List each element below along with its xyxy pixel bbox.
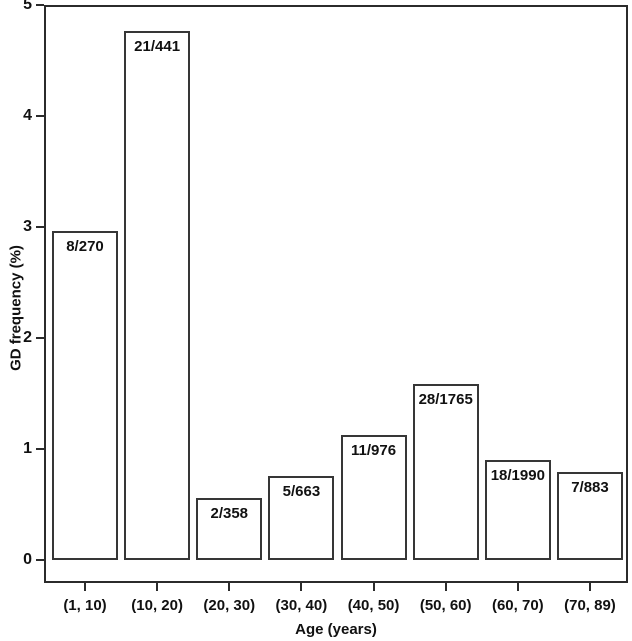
x-axis-tick-label: (40, 50)	[347, 597, 400, 614]
bar: 5/663	[268, 476, 335, 560]
x-axis-tick-label: (20, 30)	[203, 597, 256, 614]
x-axis-tick-label: (10, 20)	[131, 597, 183, 614]
x-axis-tick	[588, 583, 591, 591]
x-axis-tick-label: (30, 40)	[275, 597, 328, 614]
x-axis-tick	[300, 583, 303, 591]
bar-value-label: 2/358	[210, 504, 249, 522]
x-axis-tick	[156, 583, 159, 591]
x-axis-tick	[444, 583, 447, 591]
y-axis-title: GD frequency (%)	[7, 245, 25, 371]
x-axis-tick	[516, 583, 519, 591]
bar: 11/976	[340, 434, 407, 560]
y-axis-tick-label: 3	[23, 218, 32, 235]
x-axis-tick-label: (50, 60)	[419, 597, 472, 614]
bar-value-label: 7/883	[571, 479, 609, 496]
y-axis-tick	[36, 559, 44, 561]
bar: 21/441	[124, 31, 191, 560]
bar-value-label: 28/1765	[418, 390, 473, 408]
bar: 8/270	[52, 231, 118, 560]
x-axis-tick-label: (1, 10)	[63, 597, 107, 614]
x-axis-tick	[372, 583, 375, 591]
bar-value-label: 5/663	[282, 483, 321, 501]
y-axis-tick	[36, 115, 44, 117]
y-axis-tick-label: 0	[23, 551, 32, 568]
x-axis-tick-label: (70, 89)	[564, 597, 616, 614]
bar-value-label: 21/441	[134, 38, 181, 56]
x-axis-tick	[228, 583, 231, 591]
bar: 18/1990	[484, 459, 551, 560]
y-axis-tick-label: 2	[23, 329, 32, 346]
y-axis-tick	[36, 337, 44, 339]
bar: 2/358	[196, 497, 263, 560]
y-axis-tick	[36, 448, 44, 450]
y-axis-tick-label: 4	[23, 107, 32, 124]
x-axis-tick	[84, 583, 86, 591]
x-axis-title: Age (years)	[295, 621, 377, 638]
bar: 28/1765	[412, 383, 479, 560]
y-axis-tick-label: 5	[23, 0, 32, 13]
y-axis-tick-label: 1	[23, 440, 32, 457]
x-axis-tick-label: (60, 70)	[491, 597, 544, 614]
bar-value-label: 11/976	[351, 441, 397, 459]
y-axis-tick	[36, 226, 44, 228]
y-axis-tick	[36, 4, 44, 6]
bar-value-label: 8/270	[66, 238, 104, 256]
bar: 7/883	[556, 472, 623, 560]
bar-value-label: 18/1990	[490, 466, 545, 484]
